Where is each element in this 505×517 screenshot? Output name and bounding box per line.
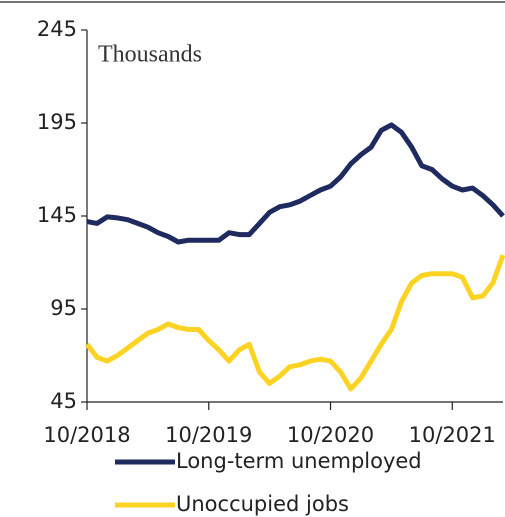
- y-tick-label: 95: [50, 296, 77, 320]
- y-tick-label: 245: [37, 17, 77, 41]
- legend-label: Unoccupied jobs: [176, 492, 349, 516]
- x-tick-label: 10/2020: [287, 423, 374, 447]
- y-tick-label: 45: [50, 389, 77, 413]
- y-tick-label: 195: [37, 110, 77, 134]
- x-tick-label: 10/2021: [409, 423, 496, 447]
- y-tick-label: 145: [37, 203, 77, 227]
- series-line: [86, 122, 505, 245]
- x-tick-label: 10/2018: [43, 423, 130, 447]
- legend-label: Long-term unemployed: [176, 449, 422, 473]
- x-tick-label: 10/2019: [165, 423, 252, 447]
- series-line: [85, 254, 505, 392]
- unit-annotation: Thousands: [98, 42, 202, 68]
